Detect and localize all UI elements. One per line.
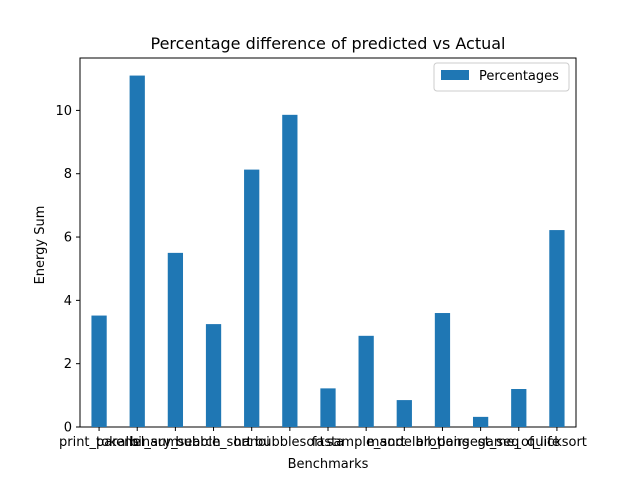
x-axis-ticks: print_tokensparallel_sumbinary_searchbub… xyxy=(59,427,587,450)
legend-label: Percentages xyxy=(479,69,559,84)
bar xyxy=(472,416,489,427)
bar xyxy=(358,335,374,427)
bar xyxy=(91,315,107,427)
x-tick-label: binary_search xyxy=(130,435,221,450)
bar xyxy=(129,75,145,428)
bar xyxy=(511,389,527,427)
x-tick-label: bubble_sort xyxy=(175,435,251,450)
y-axis-ticks: 0 2 4 6 8 10 xyxy=(55,104,80,436)
bar xyxy=(205,324,222,427)
y-tick-label: 2 xyxy=(64,357,72,372)
x-tick-label: hanoi xyxy=(234,435,270,450)
x-tick-label: parallel_sum xyxy=(96,435,179,450)
x-tick-label: fasta xyxy=(312,435,344,450)
x-tick-label: bubblesort xyxy=(255,435,325,450)
y-tick-label: 10 xyxy=(55,104,72,119)
bar xyxy=(244,169,260,428)
x-tick-label: print_tokens xyxy=(59,435,139,450)
y-tick-label: 8 xyxy=(64,167,72,182)
bar xyxy=(282,114,298,428)
legend: Percentages xyxy=(433,62,570,92)
x-tick-label: quicksort xyxy=(527,435,587,450)
bars xyxy=(91,75,565,428)
x-tick-label: game_of_life xyxy=(478,435,560,450)
bar xyxy=(320,388,336,427)
chart-title: Percentage difference of predicted vs Ac… xyxy=(150,34,505,53)
x-tick-label: all_pairs xyxy=(416,435,470,450)
x-tick-label: sample_sort xyxy=(327,435,406,450)
y-tick-label: 4 xyxy=(64,294,72,309)
x-tick-label: longest_seq xyxy=(442,435,519,450)
legend-swatch xyxy=(441,70,469,80)
y-axis-label: Energy Sum xyxy=(33,206,48,285)
bar xyxy=(396,400,412,427)
x-tick-label: mandelbrot xyxy=(367,435,442,450)
bar xyxy=(434,313,451,427)
y-tick-label: 0 xyxy=(64,421,72,436)
x-axis-label: Benchmarks xyxy=(288,457,369,472)
bar xyxy=(167,252,184,427)
bar xyxy=(549,230,565,427)
y-tick-label: 6 xyxy=(64,231,72,246)
